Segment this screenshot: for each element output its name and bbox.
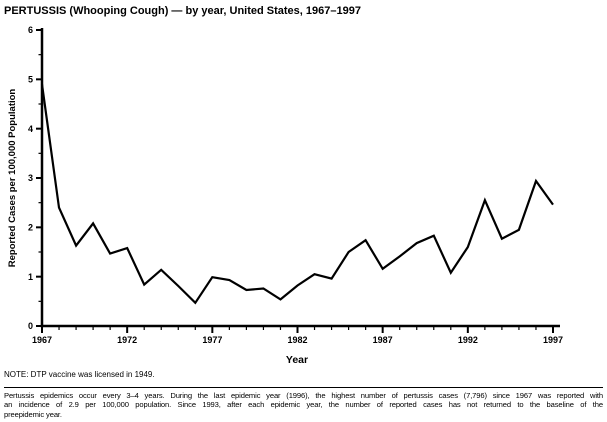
chart-title: PERTUSSIS (Whooping Cough) — by year, Un…	[4, 5, 361, 17]
pertussis-line-chart: 0 1 2 3 4 5 6 1967 1972 1977 1982 1987 1992 1997 Repor…	[7, 25, 563, 366]
x-axis-title: Year	[286, 354, 308, 366]
x-tick-label: 1967	[32, 335, 52, 345]
y-tick-label: 3	[28, 173, 33, 183]
y-tick-label: 6	[28, 25, 33, 35]
x-tick-label: 1997	[543, 335, 563, 345]
footnote-paragraph: Pertussis epidemics occur every 3–4 year…	[4, 391, 603, 419]
data-line	[40, 84, 554, 305]
y-tick-label: 2	[28, 223, 33, 233]
x-tick-label: 1977	[202, 335, 222, 345]
x-tick-label: 1992	[458, 335, 478, 345]
footnote-line-1: Pertussis epidemics occur every 3–4 year…	[4, 391, 603, 400]
x-tick-label: 1972	[117, 335, 137, 345]
y-tick-label: 4	[28, 124, 33, 134]
x-tick-label: 1987	[373, 335, 393, 345]
y-tick-label: 5	[28, 75, 33, 85]
y-tick-label: 1	[28, 272, 33, 282]
y-tick-label: 0	[28, 321, 33, 331]
footnote-line-3: preepidemic year.	[4, 409, 62, 419]
footnote-divider	[4, 387, 603, 388]
vaccine-note: NOTE: DTP vaccine was licensed in 1949.	[4, 370, 155, 379]
footnote-line-2: an incidence of 2.9 per 100,000 populati…	[4, 400, 603, 410]
x-tick-label: 1982	[287, 335, 307, 345]
y-axis-title: Reported Cases per 100,000 Population	[7, 89, 18, 268]
